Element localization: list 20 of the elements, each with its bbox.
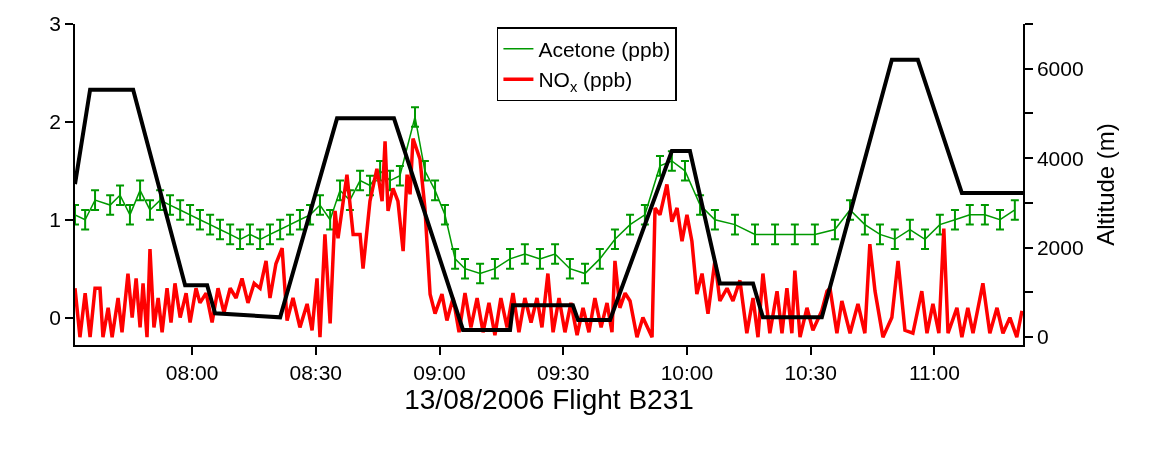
y-tick-label: 2 [49, 110, 62, 134]
x-tick-label: 08:00 [165, 360, 219, 384]
y2-tick-label: 0 [1036, 325, 1049, 349]
y-tick-label: 1 [49, 208, 62, 232]
y2-tick-label: 4000 [1036, 146, 1084, 170]
x-tick-label: 09:30 [536, 360, 590, 384]
x-axis-title: 13/08/2006 Flight B231 [404, 383, 694, 415]
legend-label: NO$_{x}$ (ppb) [538, 68, 633, 95]
y2-tick-label: 6000 [1036, 57, 1084, 81]
x-tick-label: 10:00 [660, 360, 714, 384]
x-tick-label: 09:00 [413, 360, 466, 384]
legend-label: Acetone (ppb) [538, 38, 671, 62]
x-tick-label: 11:00 [908, 360, 960, 384]
line-series [75, 136, 1023, 339]
y2-tick-label: 2000 [1036, 235, 1084, 259]
x-tick-label: 10:30 [784, 360, 837, 384]
y-tick-label: 3 [49, 12, 62, 36]
y2-axis-title: Altitude (m) [1092, 123, 1120, 246]
y-tick-label: 0 [49, 305, 62, 329]
x-tick-label: 08:30 [289, 360, 343, 384]
